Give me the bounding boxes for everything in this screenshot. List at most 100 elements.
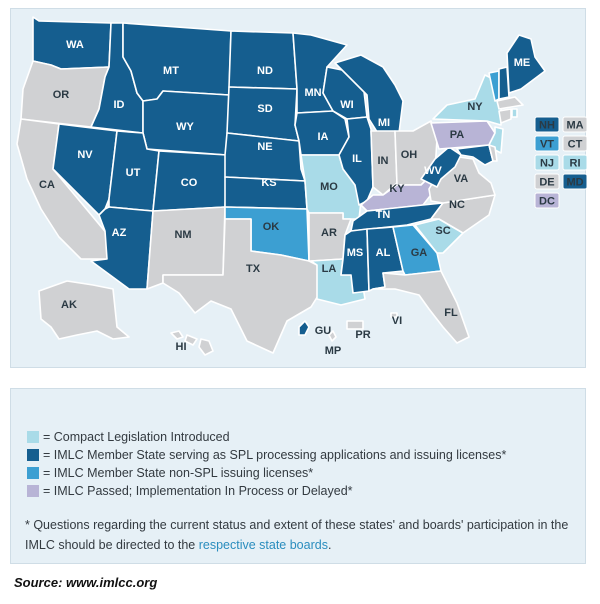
- label-tx: TX: [246, 263, 261, 275]
- legend-label-non-spl: = IMLC Member State non-SPL issuing lice…: [43, 466, 314, 480]
- box-label-ri: RI: [570, 157, 581, 169]
- box-ri[interactable]: [562, 154, 587, 171]
- box-de[interactable]: [534, 173, 560, 190]
- label-vi: VI: [392, 315, 402, 327]
- label-la: LA: [322, 263, 337, 275]
- label-gu: GU: [315, 325, 332, 337]
- label-wv: WV: [424, 165, 442, 177]
- legend-swatch-delayed: [27, 485, 39, 497]
- legend-label-introduced: = Compact Legislation Introduced: [43, 430, 230, 444]
- label-wa: WA: [66, 39, 84, 51]
- legend-item-non-spl: = IMLC Member State non-SPL issuing lice…: [27, 465, 313, 481]
- state-mt[interactable]: [122, 22, 232, 102]
- territory-pr[interactable]: [346, 320, 364, 330]
- label-ms: MS: [347, 247, 364, 259]
- label-nd: ND: [257, 65, 273, 77]
- respective-state-boards-link[interactable]: respective state boards: [198, 538, 328, 552]
- footnote: * Questions regarding the current status…: [25, 515, 577, 555]
- label-ia: IA: [318, 131, 329, 143]
- legend-item-introduced: = Compact Legislation Introduced: [27, 429, 230, 445]
- territory-vi[interactable]: [390, 312, 398, 318]
- state-ct[interactable]: [498, 108, 512, 124]
- state-ma[interactable]: [496, 96, 524, 110]
- label-id: ID: [114, 99, 125, 111]
- legend-panel: = Compact Legislation Introduced = IMLC …: [10, 388, 586, 564]
- label-ok: OK: [263, 221, 280, 233]
- legend-label-spl: = IMLC Member State serving as SPL proce…: [43, 448, 507, 462]
- box-label-ma: MA: [566, 119, 583, 131]
- box-label-vt: VT: [540, 138, 554, 150]
- label-tn: TN: [376, 209, 391, 221]
- box-nj[interactable]: [534, 154, 560, 171]
- legend-swatch-non-spl: [27, 467, 39, 479]
- state-sc[interactable]: [414, 218, 464, 254]
- label-ks: KS: [261, 177, 276, 189]
- label-pr: PR: [355, 329, 370, 341]
- box-label-nj: NJ: [540, 157, 554, 169]
- state-nd[interactable]: [228, 30, 298, 90]
- state-wv[interactable]: [420, 146, 462, 188]
- label-pa: PA: [450, 129, 465, 141]
- label-mn: MN: [304, 87, 321, 99]
- label-ut: UT: [126, 167, 141, 179]
- state-ms[interactable]: [340, 228, 370, 294]
- state-tx[interactable]: [162, 218, 322, 354]
- label-ca: CA: [39, 179, 55, 191]
- label-mp: MP: [325, 345, 342, 357]
- state-ak[interactable]: [38, 280, 130, 340]
- label-ne: NE: [257, 141, 272, 153]
- label-sc: SC: [435, 225, 450, 237]
- box-vt[interactable]: [534, 135, 560, 152]
- box-md[interactable]: [562, 173, 587, 190]
- territory-mp[interactable]: [328, 330, 337, 342]
- label-mi: MI: [378, 117, 390, 129]
- state-labels: WA OR CA ID NV MT WY UT AZ CO NM ND SD N…: [39, 39, 530, 357]
- label-oh: OH: [401, 149, 418, 161]
- box-dc[interactable]: [534, 192, 560, 209]
- territory-gu[interactable]: [298, 320, 310, 336]
- label-wy: WY: [176, 121, 194, 133]
- legend-item-delayed: = IMLC Passed; Implementation In Process…: [27, 483, 353, 499]
- legend-swatch-introduced: [27, 431, 39, 443]
- label-hi: HI: [176, 341, 187, 353]
- footnote-text: * Questions regarding the current status…: [25, 518, 569, 552]
- legend-label-delayed: = IMLC Passed; Implementation In Process…: [43, 484, 353, 498]
- box-nh[interactable]: [534, 116, 560, 133]
- label-mo: MO: [320, 181, 338, 193]
- state-mi[interactable]: [334, 54, 404, 136]
- box-ma[interactable]: [562, 116, 587, 133]
- label-nc: NC: [449, 199, 465, 211]
- map-panel: WA OR CA ID NV MT WY UT AZ CO NM ND SD N…: [10, 8, 587, 368]
- legend-swatch-spl: [27, 449, 39, 461]
- label-ny: NY: [467, 101, 483, 113]
- label-co: CO: [181, 177, 198, 189]
- label-fl: FL: [444, 307, 458, 319]
- state-fl[interactable]: [372, 270, 470, 344]
- box-label-nh: NH: [539, 119, 555, 131]
- label-nv: NV: [77, 149, 93, 161]
- box-ct[interactable]: [562, 135, 587, 152]
- state-me[interactable]: [506, 34, 546, 94]
- label-mt: MT: [163, 65, 179, 77]
- state-ri[interactable]: [511, 108, 518, 118]
- label-me: ME: [514, 57, 531, 69]
- state-in[interactable]: [370, 130, 398, 196]
- label-az: AZ: [112, 227, 127, 239]
- label-in: IN: [378, 155, 389, 167]
- state-il[interactable]: [338, 116, 374, 206]
- label-va: VA: [454, 173, 469, 185]
- label-ga: GA: [411, 247, 428, 259]
- box-label-dc: DC: [539, 195, 555, 207]
- northeast-state-boxes: NH MA VT CT NJ RI DE MD DC: [534, 116, 587, 209]
- state-hi[interactable]: [170, 330, 214, 356]
- state-shapes: [16, 16, 546, 356]
- box-label-ct: CT: [568, 138, 583, 150]
- label-wi: WI: [340, 99, 353, 111]
- label-ar: AR: [321, 227, 337, 239]
- state-nh[interactable]: [498, 66, 510, 100]
- label-or: OR: [53, 89, 70, 101]
- box-label-md: MD: [566, 176, 583, 188]
- label-ak: AK: [61, 299, 77, 311]
- state-de[interactable]: [488, 144, 498, 162]
- label-al: AL: [376, 247, 391, 259]
